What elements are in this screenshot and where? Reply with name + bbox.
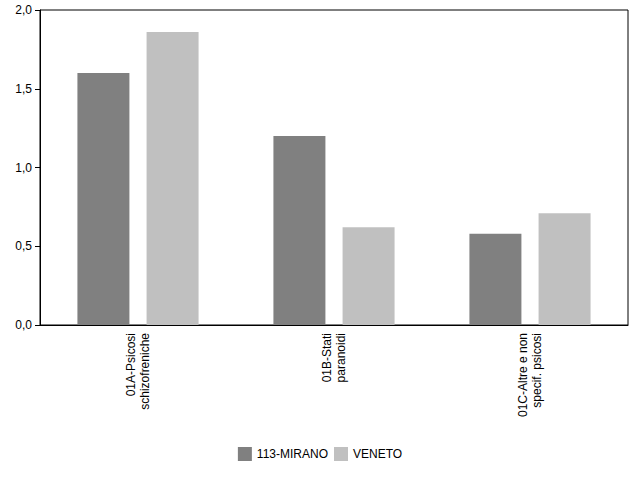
svg-text:1,5: 1,5	[15, 82, 32, 96]
svg-text:01A-Psicosi: 01A-Psicosi	[124, 333, 138, 396]
svg-text:113-MIRANO: 113-MIRANO	[257, 447, 328, 461]
svg-text:01C-Altre e non: 01C-Altre e non	[516, 333, 530, 417]
svg-text:schizofreniche: schizofreniche	[138, 333, 152, 410]
svg-text:specif. psicosi: specif. psicosi	[530, 333, 544, 408]
svg-text:VENETO: VENETO	[353, 447, 402, 461]
svg-text:1,0: 1,0	[15, 161, 32, 175]
svg-text:paranoidi: paranoidi	[334, 333, 348, 382]
svg-text:0,0: 0,0	[15, 318, 32, 332]
svg-text:0,5: 0,5	[15, 239, 32, 253]
svg-text:01B-Stati: 01B-Stati	[320, 333, 334, 382]
svg-text:2,0: 2,0	[15, 3, 32, 17]
